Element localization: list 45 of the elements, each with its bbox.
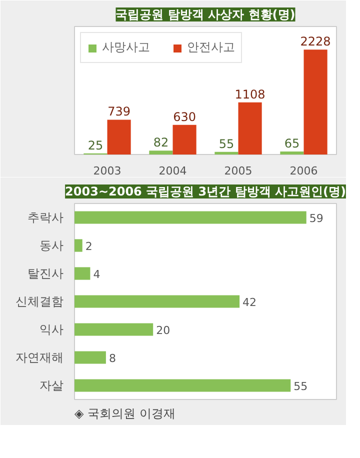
bar xyxy=(149,150,173,154)
legend-label: 사망사고 xyxy=(102,39,150,56)
x-tick-label: 2003 xyxy=(93,164,122,178)
y-tick-label: 탈진사 xyxy=(28,266,64,280)
x-tick-label: 2005 xyxy=(224,164,252,178)
bar xyxy=(74,211,306,224)
bar xyxy=(304,50,328,154)
data-label: 2 xyxy=(85,240,92,253)
data-label: 630 xyxy=(173,110,196,124)
data-label: 65 xyxy=(284,136,300,150)
data-label: 55 xyxy=(294,380,308,393)
bar xyxy=(107,120,131,154)
data-label: 25 xyxy=(88,138,104,152)
bar xyxy=(74,295,240,308)
data-label: 42 xyxy=(242,296,257,309)
data-label: 59 xyxy=(309,212,324,225)
chart-title: 국립공원 탐방객 사상자 현황(명) xyxy=(116,8,296,22)
y-tick-label: 신체결함 xyxy=(16,294,64,308)
data-label: 739 xyxy=(108,104,130,119)
chart-title: 2003~2006 국립공원 3년간 탐방객 사고원인(명) xyxy=(65,184,346,198)
bar xyxy=(214,152,238,154)
data-label: 55 xyxy=(218,136,234,151)
bar xyxy=(74,351,106,364)
y-tick-label: 자연재해 xyxy=(16,350,64,364)
y-tick-label: 익사 xyxy=(40,322,64,336)
bar xyxy=(74,323,154,336)
bar xyxy=(74,379,291,392)
bar xyxy=(172,124,196,154)
bar xyxy=(74,267,90,280)
y-tick-label: 추락사 xyxy=(28,210,64,224)
data-label: 4 xyxy=(93,268,100,281)
data-label: 8 xyxy=(108,352,116,365)
data-label: 82 xyxy=(153,136,169,150)
data-label: 2228 xyxy=(300,34,331,49)
data-label: 20 xyxy=(156,324,170,337)
text: ◈ 국회의원 이경재 xyxy=(74,406,176,420)
y-tick-label: 자살 xyxy=(40,378,64,392)
bar xyxy=(238,102,262,154)
legend-label: 안전사고 xyxy=(187,39,235,56)
bar xyxy=(74,239,82,252)
y-tick-label: 동사 xyxy=(40,238,64,252)
bar xyxy=(280,151,304,154)
data-label: 1108 xyxy=(234,87,266,102)
x-tick-label: 2004 xyxy=(158,164,187,178)
x-tick-label: 2006 xyxy=(290,164,318,178)
